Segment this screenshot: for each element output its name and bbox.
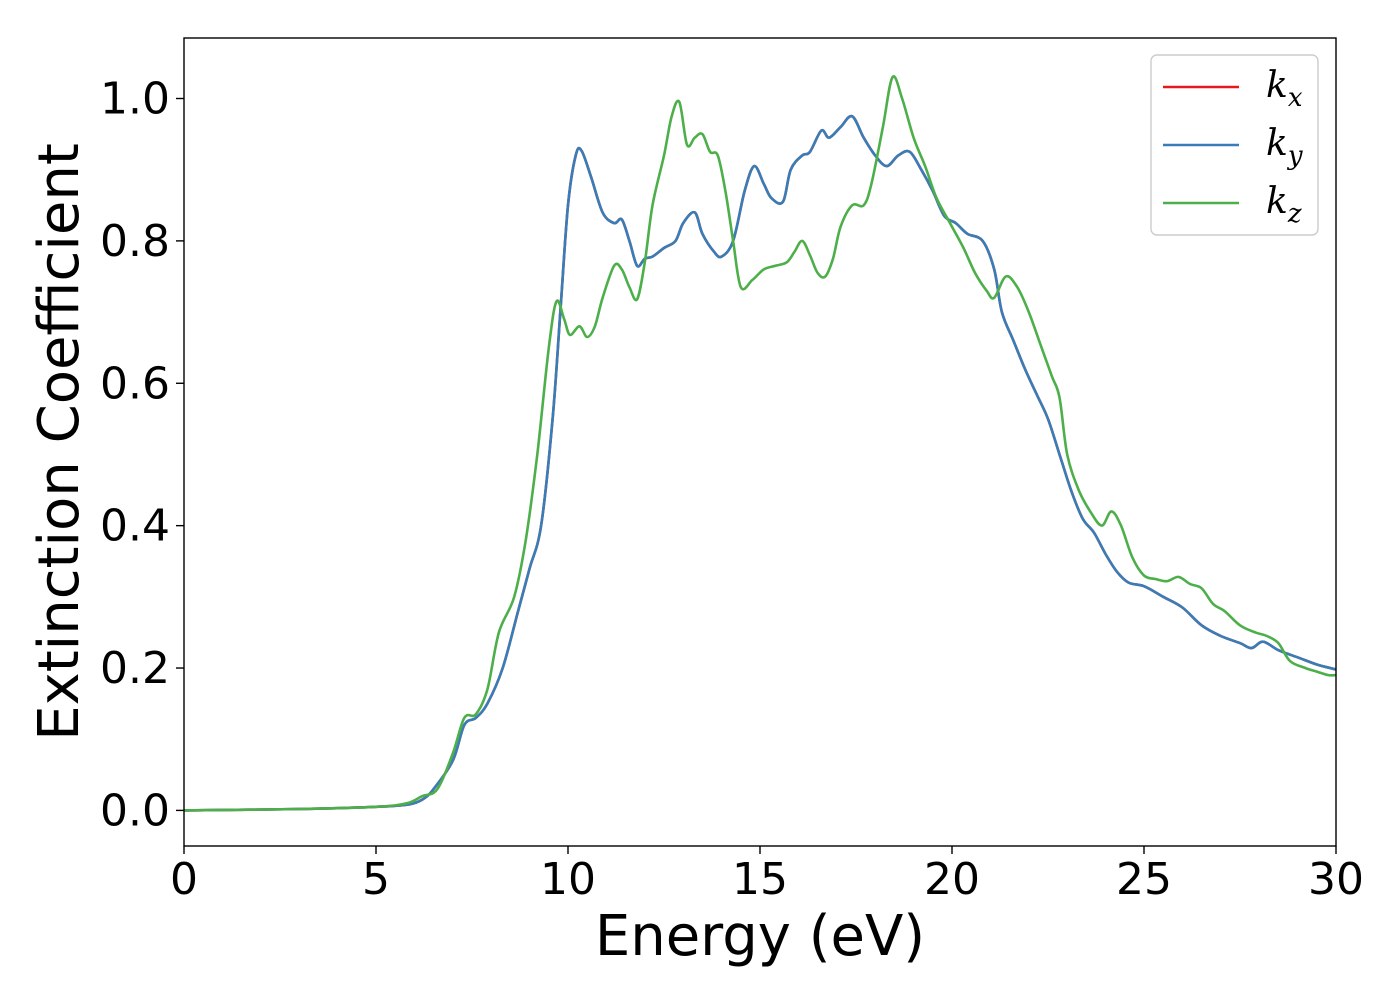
x-tick-label: 10 xyxy=(540,854,596,905)
y-tick-label: 0.4 xyxy=(100,501,170,552)
y-tick-label: 0.6 xyxy=(100,358,170,409)
x-tick-label: 25 xyxy=(1116,854,1172,905)
x-tick-label: 5 xyxy=(362,854,390,905)
x-tick-label: 15 xyxy=(732,854,788,905)
series-layer xyxy=(183,75,1337,812)
series-line-kz xyxy=(183,75,1337,812)
y-tick-label: 1.0 xyxy=(100,74,170,125)
x-tick-label: 30 xyxy=(1308,854,1364,905)
x-tick-label: 0 xyxy=(170,854,198,905)
y-axis: 0.0 0.2 0.4 0.6 0.8 1.0 xyxy=(100,74,184,836)
y-axis-title: Extinction Coefficient xyxy=(27,143,92,741)
legend-label-kx: kx xyxy=(1266,65,1303,113)
y-tick-label: 0.0 xyxy=(100,785,170,836)
legend-entries: kx ky kz xyxy=(1163,65,1303,229)
x-tick-label: 20 xyxy=(924,854,980,905)
x-axis: 0 5 10 15 20 25 30 xyxy=(170,846,1364,905)
legend: kx ky kz xyxy=(1150,54,1319,236)
x-axis-title: Energy (eV) xyxy=(595,904,925,969)
y-tick-label: 0.8 xyxy=(100,216,170,267)
series-line-ky xyxy=(183,114,1337,812)
y-tick-label: 0.2 xyxy=(100,643,170,694)
legend-label-ky: ky xyxy=(1266,123,1303,171)
legend-label-kz: kz xyxy=(1266,181,1302,229)
